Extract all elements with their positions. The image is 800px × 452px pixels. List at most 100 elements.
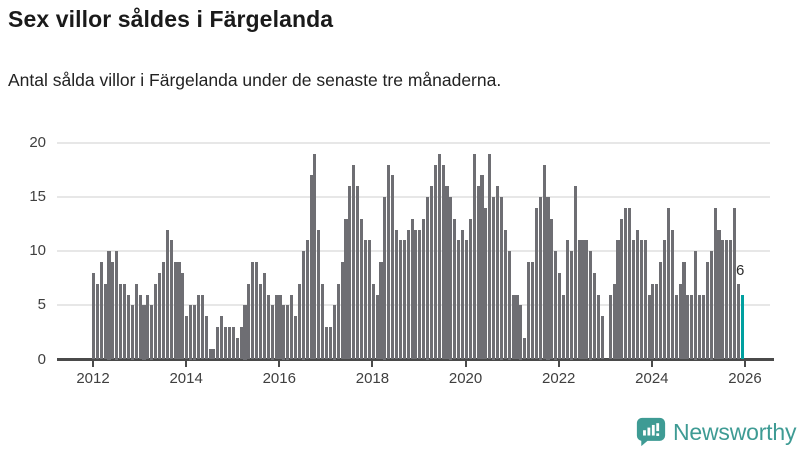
bar: [499, 197, 503, 360]
newsworthy-logo-icon: [636, 417, 666, 447]
bar: [328, 327, 333, 360]
bar: [119, 283, 123, 360]
bar: [336, 283, 340, 360]
bar: [115, 251, 119, 360]
bar: [418, 229, 422, 360]
bar: [305, 240, 309, 360]
bar: [433, 164, 437, 360]
bar: [375, 294, 379, 360]
bar: [690, 294, 694, 360]
last-value-annotation: 6: [736, 262, 745, 279]
bar: [507, 251, 511, 360]
bar: [655, 283, 659, 360]
bar: [558, 272, 562, 360]
bar: [247, 283, 251, 360]
bar: [503, 229, 507, 360]
bar: [169, 240, 173, 360]
bar: [678, 283, 682, 360]
x-axis-tick: [92, 361, 94, 367]
bar: [325, 327, 329, 360]
bar: [262, 272, 266, 360]
bar: [426, 197, 430, 360]
x-axis-label: 2024: [635, 369, 669, 387]
bar: [173, 262, 177, 360]
bar: [123, 283, 127, 360]
x-axis-tick: [185, 361, 188, 367]
bar: [593, 272, 597, 360]
bar: [631, 240, 636, 360]
bar: [134, 283, 138, 360]
bar: [402, 240, 406, 360]
bar: [511, 294, 515, 360]
x-axis-label: 2022: [542, 369, 576, 387]
bar: [542, 164, 546, 360]
bar: [154, 283, 158, 360]
bar: [367, 240, 371, 360]
bar: [705, 262, 709, 360]
bar: [398, 240, 402, 360]
bar: [581, 240, 585, 360]
bar: [608, 294, 612, 360]
bar: [383, 197, 387, 360]
bar: [546, 197, 550, 360]
bar: [666, 207, 671, 360]
bar: [569, 251, 573, 360]
bar: [317, 229, 321, 360]
bar: [628, 207, 632, 360]
bar: [519, 305, 523, 360]
bar: [387, 164, 391, 360]
bar: [126, 294, 130, 360]
bar: [286, 305, 290, 360]
bar: [527, 262, 531, 360]
bar: [701, 294, 705, 360]
bar: [468, 218, 472, 360]
x-axis-tick: [464, 361, 467, 367]
bar: [251, 262, 255, 360]
bar: [185, 316, 189, 360]
bar: [332, 305, 336, 360]
x-axis-label: 2012: [76, 369, 110, 387]
bar: [573, 186, 577, 360]
bar: [709, 251, 713, 360]
bar: [550, 218, 554, 360]
bar: [717, 229, 721, 360]
bar: [227, 327, 232, 360]
bar: [585, 240, 589, 360]
bar: [612, 283, 616, 360]
x-axis-label: 2014: [169, 369, 203, 387]
bar: [360, 218, 364, 360]
bar: [165, 229, 169, 360]
bar: [231, 327, 235, 360]
bar: [348, 186, 352, 360]
bar: [91, 272, 96, 360]
bar: [293, 316, 298, 360]
bar: [457, 240, 461, 360]
bar: [181, 272, 185, 360]
bar: [461, 229, 465, 360]
bar: [200, 294, 204, 360]
bar: [95, 283, 99, 360]
bar: [220, 316, 224, 360]
newsworthy-logo-text: Newsworthy: [673, 418, 797, 445]
bar: [682, 262, 686, 360]
bar: [639, 240, 643, 360]
bar: [391, 175, 395, 360]
bar: [554, 251, 558, 360]
bar: [624, 207, 628, 360]
bar: [321, 283, 325, 360]
bar: [239, 327, 243, 360]
bar: [111, 262, 115, 360]
x-axis-tick: [557, 361, 560, 367]
bar: [138, 294, 142, 360]
bar: [352, 164, 356, 360]
x-axis-label: 2016: [262, 369, 296, 387]
bar: [208, 348, 212, 360]
bar: [472, 153, 476, 360]
bar: [445, 186, 449, 360]
bar: [313, 153, 317, 360]
bar: [266, 294, 270, 360]
page-title: Sex villor såldes i Färgelanda: [8, 6, 334, 32]
bar: [142, 305, 146, 360]
x-axis-tick: [743, 361, 746, 367]
newsworthy-logo: Newsworthy: [636, 417, 796, 447]
